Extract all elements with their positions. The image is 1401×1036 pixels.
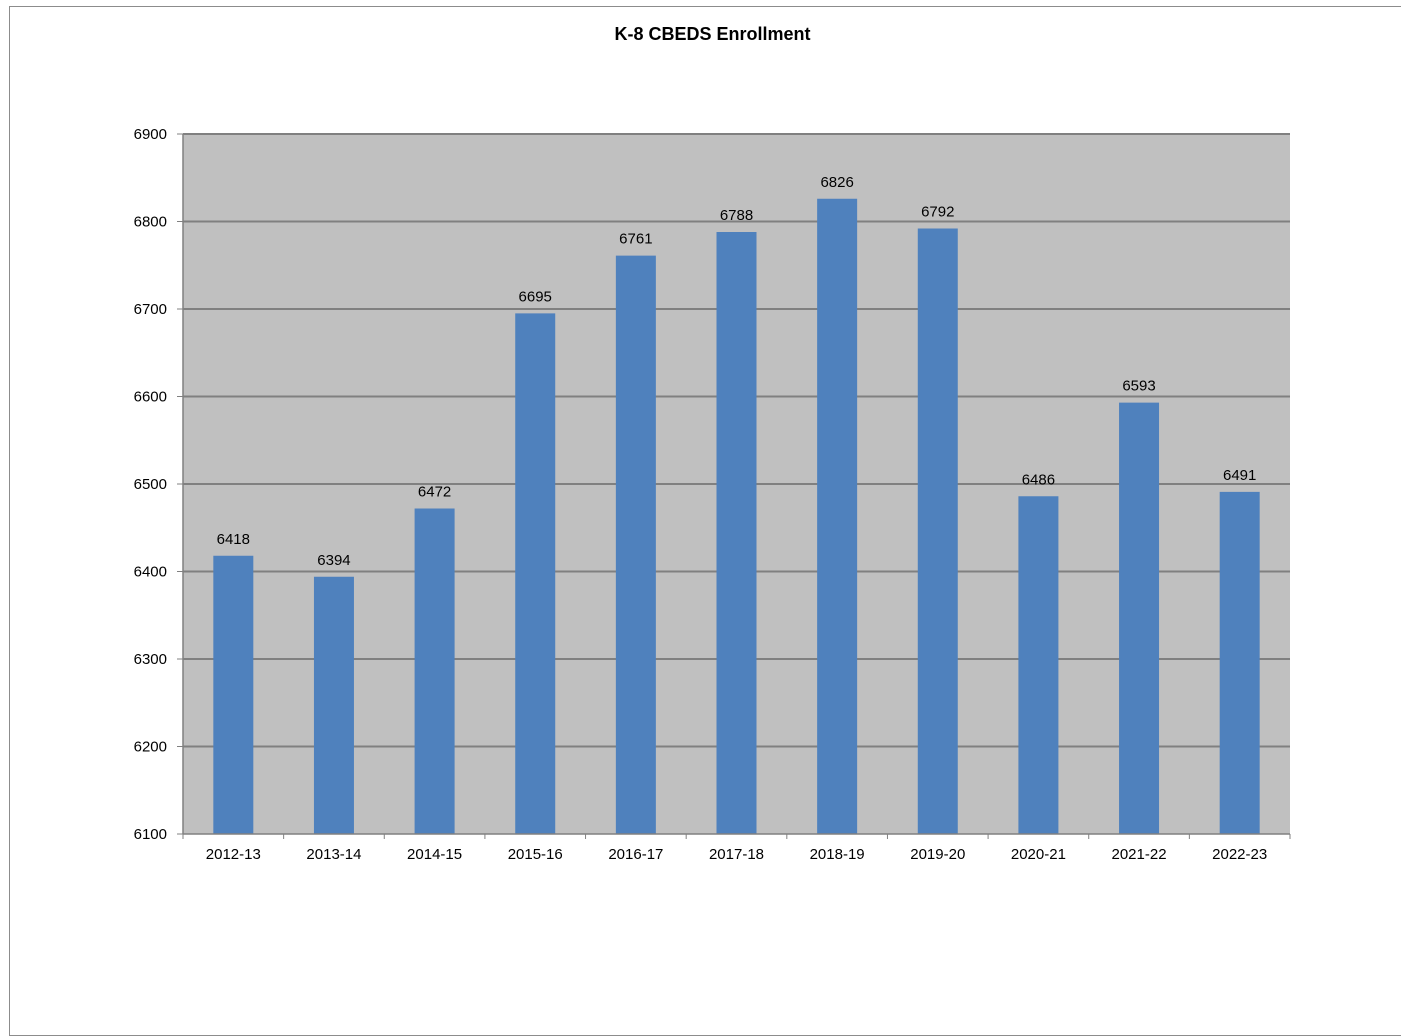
y-tick-label: 6300 bbox=[134, 651, 167, 668]
bar bbox=[917, 228, 958, 834]
y-tick-label: 6200 bbox=[134, 739, 167, 756]
y-tick-label: 6500 bbox=[134, 476, 167, 493]
x-tick-label: 2015-16 bbox=[508, 846, 563, 863]
bar bbox=[1119, 402, 1160, 834]
data-label: 6418 bbox=[217, 531, 250, 548]
data-label: 6472 bbox=[418, 484, 451, 501]
data-labels: 6418 6394 6472 6695 6761 6788 6826 6792 6486 6593… bbox=[217, 174, 1257, 569]
data-label: 6788 bbox=[720, 207, 753, 224]
chart-title: K-8 CBEDS Enrollment bbox=[614, 24, 811, 44]
data-label: 6593 bbox=[1122, 378, 1155, 395]
x-tick-label: 2022-23 bbox=[1212, 846, 1267, 863]
bar bbox=[817, 198, 858, 834]
x-tick-label: 2014-15 bbox=[407, 846, 462, 863]
bar bbox=[313, 576, 354, 834]
bar bbox=[716, 232, 757, 834]
x-tick-label: 2016-17 bbox=[608, 846, 663, 863]
x-tick-label: 2018-19 bbox=[810, 846, 865, 863]
x-tick-label: 2012-13 bbox=[206, 846, 261, 863]
y-tick-label: 6800 bbox=[134, 214, 167, 231]
data-label: 6826 bbox=[820, 174, 853, 191]
bar bbox=[213, 555, 254, 834]
x-tick-label: 2013-14 bbox=[306, 846, 361, 863]
x-tick-label: 2021-22 bbox=[1112, 846, 1167, 863]
data-label: 6491 bbox=[1223, 467, 1256, 484]
bars bbox=[213, 198, 1260, 834]
y-tick-label: 6100 bbox=[134, 826, 167, 843]
bar bbox=[1219, 491, 1260, 834]
x-tick-label: 2020-21 bbox=[1011, 846, 1066, 863]
x-tick-label: 2019-20 bbox=[910, 846, 965, 863]
data-label: 6394 bbox=[317, 552, 350, 569]
y-tick-label: 6400 bbox=[134, 564, 167, 581]
y-tick-labels: 6100 6200 6300 6400 6500 6600 6700 6800 6900 bbox=[134, 126, 167, 843]
y-tick-label: 6600 bbox=[134, 389, 167, 406]
y-tick-label: 6700 bbox=[134, 301, 167, 318]
x-tick-label: 2017-18 bbox=[709, 846, 764, 863]
x-tick-labels: 2012-13 2013-14 2014-15 2015-16 2016-17 2017-… bbox=[206, 846, 1267, 863]
axes bbox=[177, 133, 1291, 839]
data-label: 6761 bbox=[619, 231, 652, 248]
data-label: 6486 bbox=[1022, 471, 1055, 488]
bar bbox=[615, 255, 656, 834]
data-label: 6792 bbox=[921, 204, 954, 221]
data-label: 6695 bbox=[519, 288, 552, 305]
bar bbox=[515, 313, 556, 834]
y-tick-label: 6900 bbox=[134, 126, 167, 143]
bar bbox=[1018, 496, 1059, 834]
bar bbox=[414, 508, 455, 834]
